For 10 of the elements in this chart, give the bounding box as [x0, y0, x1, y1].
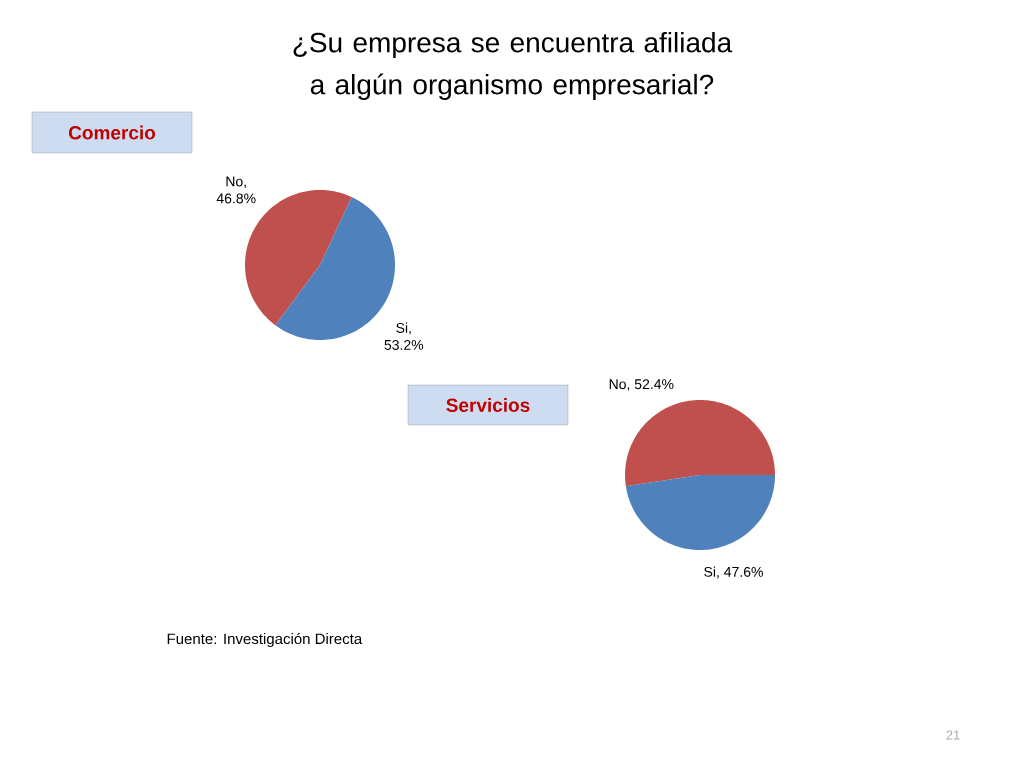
slice-label: No [609, 379, 626, 390]
text: ¿Su empresa se encuentra afiliada a algún organismo empresarial? [293, 31, 733, 101]
data-label: , 47.6% [717, 566, 763, 579]
slice-label: Si [704, 566, 716, 577]
text: Servicios [446, 398, 530, 412]
data-label: , 52.4% [627, 379, 674, 391]
source-note: Fuente: Investigación Directa [167, 632, 363, 648]
slice-label: Si [396, 322, 408, 333]
chart-subtitle: Comercio [68, 125, 156, 140]
text: 21 [946, 730, 960, 740]
